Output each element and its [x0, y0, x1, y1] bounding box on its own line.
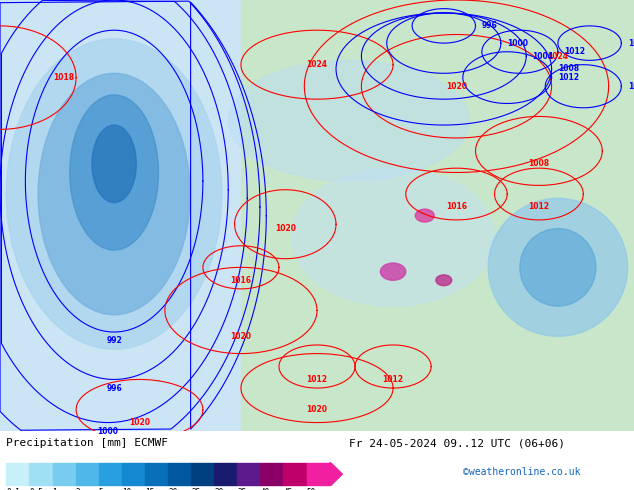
Text: 5: 5 — [99, 488, 103, 490]
Bar — [53, 463, 75, 485]
Text: 10: 10 — [122, 488, 131, 490]
Text: 1024: 1024 — [628, 39, 634, 48]
Text: 0.5: 0.5 — [29, 488, 43, 490]
Ellipse shape — [38, 74, 190, 315]
Bar — [191, 463, 214, 485]
Ellipse shape — [380, 263, 406, 280]
Text: 1018: 1018 — [53, 73, 74, 82]
Ellipse shape — [70, 95, 158, 250]
Text: 1: 1 — [53, 488, 57, 490]
Bar — [6, 463, 29, 485]
Text: 1020: 1020 — [275, 224, 296, 233]
Bar — [75, 463, 99, 485]
Bar — [145, 463, 168, 485]
Text: 25: 25 — [191, 488, 200, 490]
Text: 1016: 1016 — [230, 276, 252, 285]
Text: 992: 992 — [107, 336, 122, 345]
Text: 1012: 1012 — [528, 202, 550, 212]
Text: 1000: 1000 — [507, 39, 528, 48]
Text: 1016: 1016 — [446, 202, 467, 212]
Ellipse shape — [436, 275, 451, 286]
Bar — [307, 463, 330, 485]
Ellipse shape — [292, 168, 495, 306]
Text: 20: 20 — [168, 488, 178, 490]
Text: 35: 35 — [237, 488, 247, 490]
Bar — [168, 463, 191, 485]
Text: 1020: 1020 — [306, 405, 328, 414]
Bar — [122, 463, 145, 485]
Bar — [29, 463, 53, 485]
Bar — [237, 463, 261, 485]
Text: 2: 2 — [75, 488, 81, 490]
Text: 1008: 1008 — [558, 65, 579, 74]
Ellipse shape — [520, 228, 596, 306]
Text: 996: 996 — [482, 22, 498, 30]
Text: 1000: 1000 — [97, 427, 119, 436]
Text: 0.1: 0.1 — [6, 488, 20, 490]
Text: 1020: 1020 — [129, 418, 150, 427]
FancyArrow shape — [330, 463, 342, 485]
Text: 30: 30 — [214, 488, 223, 490]
Bar — [283, 463, 307, 485]
Ellipse shape — [228, 60, 469, 181]
Text: 1024: 1024 — [306, 60, 328, 69]
Text: 1012: 1012 — [306, 375, 328, 384]
Text: 1004: 1004 — [533, 51, 553, 61]
Bar — [214, 463, 237, 485]
Text: 1012: 1012 — [382, 375, 404, 384]
Text: 15: 15 — [145, 488, 154, 490]
Ellipse shape — [488, 198, 628, 336]
Text: Precipitation [mm] ECMWF: Precipitation [mm] ECMWF — [6, 438, 169, 448]
Ellipse shape — [415, 209, 434, 222]
Text: 1020: 1020 — [628, 82, 634, 91]
Bar — [241, 0, 634, 431]
Text: 45: 45 — [283, 488, 293, 490]
Text: 1020: 1020 — [230, 332, 252, 341]
Text: ©weatheronline.co.uk: ©weatheronline.co.uk — [463, 467, 580, 477]
Text: 1012: 1012 — [564, 47, 585, 56]
Ellipse shape — [6, 39, 222, 349]
Text: 50: 50 — [307, 488, 316, 490]
Text: 1020: 1020 — [446, 82, 467, 91]
Text: Fr 24-05-2024 09..12 UTC (06+06): Fr 24-05-2024 09..12 UTC (06+06) — [349, 438, 565, 448]
Bar — [0, 0, 241, 431]
Bar — [261, 463, 283, 485]
Text: 1024: 1024 — [547, 51, 569, 61]
Text: 1008: 1008 — [528, 159, 550, 169]
Bar — [99, 463, 122, 485]
Text: 996: 996 — [107, 384, 122, 393]
Text: 1012: 1012 — [558, 73, 579, 82]
Ellipse shape — [92, 125, 136, 203]
Text: 40: 40 — [261, 488, 269, 490]
